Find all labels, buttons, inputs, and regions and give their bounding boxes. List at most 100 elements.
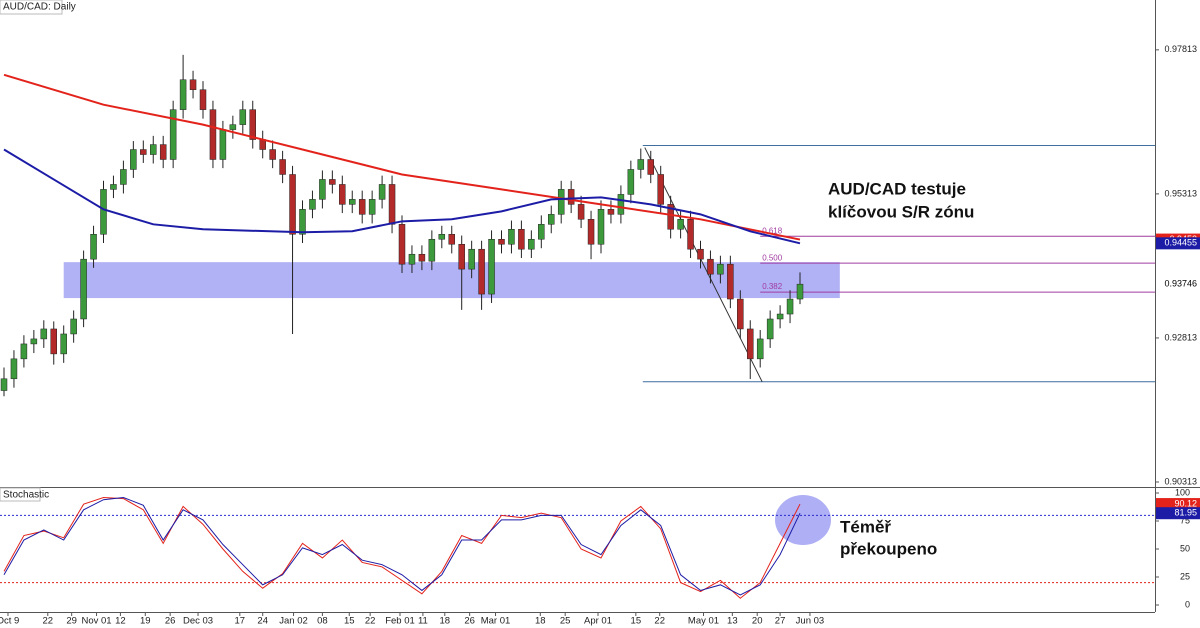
candle-body — [498, 238, 505, 245]
annotation: klíčovou S/R zónu — [828, 202, 974, 221]
candle-body — [289, 174, 296, 235]
fib-label: 0.382 — [762, 282, 783, 291]
x-tick-label: Mar 01 — [481, 616, 511, 627]
candle-body — [667, 204, 674, 230]
x-tick-label: 17 — [235, 616, 246, 627]
candle-body — [747, 328, 754, 360]
x-tick-label: 29 — [66, 616, 77, 627]
candle-body — [717, 263, 724, 275]
x-tick-label: Apr 01 — [584, 616, 612, 627]
candle-body — [577, 204, 585, 220]
candle-body — [418, 253, 426, 262]
trend-line — [644, 147, 763, 383]
candle-body — [309, 199, 316, 210]
annotation: AUD/CAD testuje — [828, 179, 966, 198]
x-tick-label: 18 — [439, 616, 450, 627]
candle-body — [110, 184, 117, 190]
x-tick-label: 27 — [775, 616, 786, 627]
candle-body — [349, 199, 356, 205]
x-tick-label: 26 — [165, 616, 176, 627]
candle-body — [637, 159, 645, 170]
fib-label: 0.618 — [762, 226, 783, 235]
candle-body — [428, 238, 436, 262]
candle-body — [468, 248, 475, 270]
highlight-ellipse — [775, 495, 831, 545]
candle-body — [299, 209, 306, 235]
candle-body — [707, 258, 714, 275]
candle-body — [159, 144, 167, 160]
x-tick-label: 20 — [752, 616, 763, 627]
candle-body — [438, 234, 446, 240]
candle-body — [339, 184, 346, 205]
candle-body — [169, 109, 177, 160]
candle-body — [567, 189, 575, 205]
candle-body — [737, 298, 744, 330]
candle-body — [687, 219, 694, 250]
x-tick-label: 22 — [42, 616, 53, 627]
candle-body — [100, 189, 107, 235]
x-tick-label: 24 — [257, 616, 268, 627]
x-tick-label: 25 — [560, 616, 571, 627]
candle-body — [20, 343, 28, 360]
stochastic-line — [3, 496, 801, 599]
x-tick-label: Jun 03 — [796, 616, 825, 627]
price-tag — [1156, 278, 1200, 291]
candle-body — [508, 229, 515, 245]
candle-body — [766, 318, 774, 340]
price-tag — [1156, 507, 1200, 520]
candle-body — [488, 238, 495, 295]
title-box — [0, 0, 63, 15]
candle-body — [279, 159, 286, 175]
y-tick-label: 0.92813 — [1164, 332, 1197, 342]
candle-body — [368, 199, 376, 215]
candle-body — [80, 258, 87, 320]
price-tag-label: 0.94455 — [1164, 238, 1197, 248]
candle-body — [358, 199, 366, 215]
price-tag — [1156, 237, 1200, 250]
candle-body — [627, 169, 635, 195]
chart-title: AUD/CAD: Daily — [3, 2, 76, 13]
candle-body — [50, 328, 57, 355]
candle-body — [528, 238, 535, 250]
annotation: Téměř — [840, 517, 891, 536]
candle-body — [150, 144, 157, 155]
x-tick-label: 18 — [535, 616, 546, 627]
price-tag-label: 0.93746 — [1164, 279, 1197, 289]
candle-body — [70, 318, 77, 335]
price-tag — [1156, 498, 1200, 511]
candle-body — [607, 209, 615, 215]
x-tick-label: Nov 01 — [81, 616, 111, 627]
moving-average — [3, 73, 801, 241]
candle-body — [10, 358, 18, 380]
y-tick-label: 0.95313 — [1164, 188, 1197, 198]
y-tick-label: 0.90313 — [1164, 476, 1197, 486]
indicator-title-box — [0, 487, 41, 502]
candle-body — [677, 219, 684, 230]
candle-body — [388, 184, 396, 225]
candle-body — [120, 169, 127, 185]
candle-body — [249, 109, 256, 140]
x-tick-label: 11 — [418, 616, 428, 627]
y-tick-label: 25 — [1180, 571, 1190, 581]
x-tick-label: Oct 9 — [0, 616, 19, 627]
y-tick-label: 0.97813 — [1164, 44, 1197, 54]
candle-body — [130, 149, 137, 170]
candle-body — [140, 149, 147, 155]
candle-body — [647, 159, 654, 175]
candle-body — [478, 248, 485, 295]
x-tick-label: 15 — [631, 616, 642, 627]
x-tick-label: Dec 03 — [183, 616, 213, 627]
fib-label: 0.500 — [762, 253, 783, 262]
candle-body — [408, 253, 416, 265]
candle-body — [90, 234, 97, 260]
candle-body — [786, 298, 794, 315]
candle-body — [0, 378, 8, 391]
x-tick-label: May 01 — [688, 616, 719, 627]
candle-body — [229, 124, 237, 130]
candle-body — [319, 179, 326, 200]
candle-body — [697, 248, 704, 260]
candle-body — [727, 263, 734, 300]
candle-body — [756, 338, 764, 360]
candle-body — [538, 224, 545, 240]
